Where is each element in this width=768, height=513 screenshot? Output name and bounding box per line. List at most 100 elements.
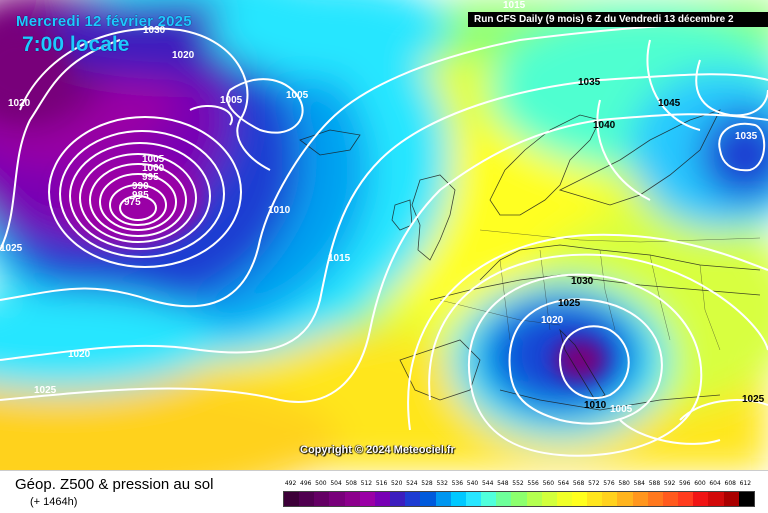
isobar-label: 1035	[578, 77, 601, 88]
isobar-label: 1015	[328, 253, 351, 264]
legend-value: 588	[648, 480, 661, 487]
legend-swatch	[481, 492, 497, 506]
legend-value: 508	[345, 480, 357, 487]
isobar-label: 1000	[142, 163, 165, 174]
isobar-label: 1020	[8, 98, 31, 109]
legend-value: 552	[512, 480, 524, 487]
isobar-label: 990	[132, 181, 149, 192]
legend-value: 492	[284, 480, 297, 487]
legend-value: 572	[588, 480, 600, 487]
legend-swatch	[329, 492, 345, 506]
legend-value: 604	[709, 480, 721, 487]
legend-swatch	[602, 492, 618, 506]
forecast-local-time: 7:00 locale	[22, 33, 130, 56]
legend-value: 536	[451, 480, 464, 487]
legend-swatch	[465, 492, 482, 506]
isobar-label: 1010	[268, 205, 291, 216]
legend-footer: Géop. Z500 & pression au sol (+ 1464h) 4…	[0, 470, 768, 513]
legend-swatch	[632, 492, 648, 506]
legend-value: 560	[542, 480, 555, 487]
isobar-label: 1035	[735, 131, 758, 142]
legend-swatch	[723, 492, 739, 506]
legend-swatch	[405, 492, 421, 506]
isobar-label: 1005	[610, 404, 633, 415]
legend-swatch	[617, 492, 633, 506]
legend-swatch	[359, 492, 375, 506]
forecast-date: Mercredi 12 février 2025	[16, 13, 192, 30]
legend-labels: 492 496 500 504 508 512 516 520 524 528 532 536 540 5…	[283, 480, 753, 490]
legend-swatch	[541, 492, 557, 506]
isobar-labels: 1015 1020 1005 1005 1020 1005 1000 995 9…	[0, 0, 765, 415]
isobar-label: 1020	[68, 349, 91, 360]
legend-value: 556	[527, 480, 539, 487]
isobar-label: 1030	[143, 25, 166, 36]
legend-swatch	[496, 492, 512, 506]
legend-swatch	[435, 492, 451, 506]
isobar-label: 1025	[34, 385, 57, 396]
isobar-label: 1030	[571, 276, 594, 287]
legend-swatch	[556, 492, 572, 506]
isobar-label: 995	[142, 172, 159, 183]
isobar-label: 1025	[0, 243, 23, 254]
legend-value: 504	[330, 480, 342, 487]
legend-swatch	[526, 492, 542, 506]
legend-value: 612	[739, 480, 752, 487]
isobar-label: 975	[124, 197, 141, 208]
run-info: Run CFS Daily (9 mois) 6 Z du Vendredi 1…	[468, 12, 768, 27]
weather-map: 1015 1020 1005 1005 1020 1005 1000 995 9…	[0, 0, 768, 470]
legend-value: 544	[481, 480, 494, 487]
isobar-label: 985	[132, 190, 149, 201]
copyright-notice: Copyright © 2024 Meteociel.fr	[300, 444, 455, 456]
legend-swatch	[571, 492, 588, 506]
legend-value: 500	[315, 480, 327, 487]
legend-swatch	[374, 492, 391, 506]
legend-value: 600	[694, 480, 706, 487]
legend-value: 564	[557, 480, 570, 487]
legend-swatch	[450, 492, 466, 506]
isobar-label: 1020	[541, 315, 564, 326]
isobar-label: 1010	[584, 400, 607, 411]
legend-value: 548	[497, 480, 509, 487]
isobar-label: 1005	[286, 90, 309, 101]
legend-value: 596	[679, 480, 691, 487]
legend-swatch	[390, 492, 406, 506]
legend-value: 608	[724, 480, 736, 487]
legend-swatch	[678, 492, 694, 506]
isobar-label: 1015	[503, 0, 526, 11]
legend-swatch	[420, 492, 436, 506]
legend-value: 584	[633, 480, 645, 487]
legend-swatch	[299, 492, 315, 506]
legend-swatch	[708, 492, 724, 506]
legend-swatch	[647, 492, 663, 506]
legend-swatch	[344, 492, 360, 506]
map-title: Géop. Z500 & pression au sol	[15, 476, 214, 493]
legend-swatch	[738, 492, 754, 506]
color-scale-bar	[283, 491, 755, 507]
legend-swatch	[511, 492, 527, 506]
forecast-range: (+ 1464h)	[30, 496, 78, 508]
isobars	[0, 22, 768, 457]
isobar-label: 1040	[593, 120, 616, 131]
legend-value: 512	[360, 480, 373, 487]
isobar-label: 1005	[142, 154, 165, 165]
isobar-label: 1025	[742, 394, 765, 405]
isobar-label: 1045	[658, 98, 681, 109]
legend-value: 524	[406, 480, 418, 487]
coastlines	[299, 109, 761, 411]
legend-swatch	[662, 492, 679, 506]
legend-value: 516	[375, 480, 388, 487]
legend-swatch	[587, 492, 603, 506]
legend-value: 540	[466, 480, 479, 487]
legend-value: 576	[603, 480, 615, 487]
legend-value: 496	[300, 480, 312, 487]
legend-value: 568	[572, 480, 585, 487]
legend-value: 532	[436, 480, 448, 487]
isobar-label: 1005	[220, 95, 243, 106]
legend-swatch	[693, 492, 709, 506]
legend-value: 520	[390, 480, 403, 487]
legend-swatch	[314, 492, 330, 506]
legend-swatch	[284, 492, 300, 506]
legend-value: 580	[618, 480, 630, 487]
legend-value: 592	[663, 480, 676, 487]
legend-value: 528	[421, 480, 433, 487]
